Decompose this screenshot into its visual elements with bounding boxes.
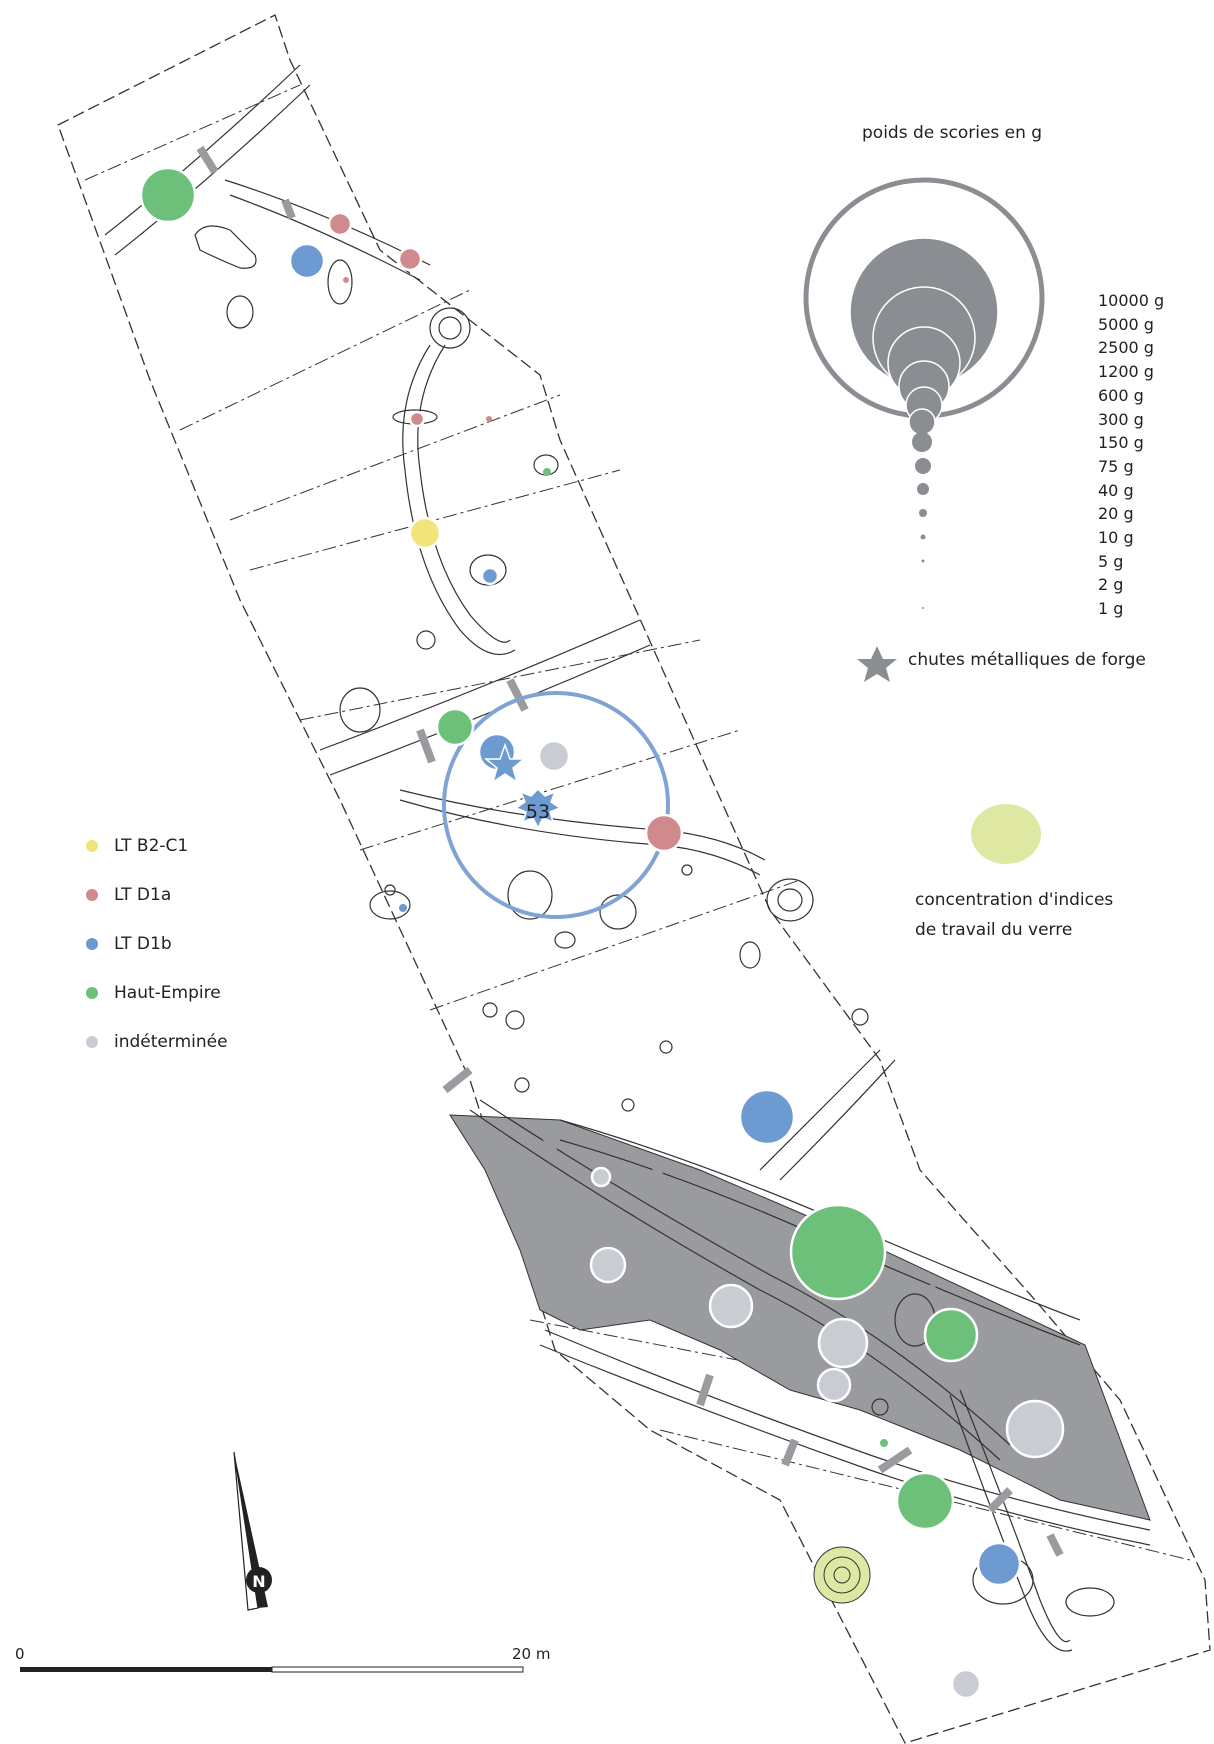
slag-marker-lt-d1a — [486, 416, 492, 422]
weight-legend-value: 5000 g — [1098, 314, 1154, 334]
slag-marker-haut-empire — [880, 1439, 888, 1447]
slag-marker-lt-d1a — [343, 277, 349, 283]
weight-legend-value: 75 g — [1098, 456, 1134, 476]
weight-legend-value: 40 g — [1098, 480, 1134, 500]
star-icon — [483, 742, 527, 784]
star-icon — [514, 787, 562, 830]
slag-marker-lt-b2-c1 — [408, 516, 442, 550]
slag-marker-indeterminee — [589, 1246, 627, 1284]
slag-marker-haut-empire — [923, 1307, 979, 1363]
slag-marker-lt-d1b — [288, 242, 326, 280]
excavation-boundary — [57, 14, 1211, 1744]
features — [194, 225, 1115, 1617]
slag-marker-lt-d1a — [408, 410, 426, 428]
slag-marker-indeterminee — [817, 1317, 869, 1369]
period-legend-lt-b2-c1: LT B2-C1 — [114, 836, 189, 856]
slag-marker-haut-empire — [789, 1203, 887, 1301]
period-legend-lt-d1a: LT D1a — [114, 885, 172, 905]
weight-legend-value: 600 g — [1098, 385, 1144, 405]
star-icon — [857, 646, 897, 682]
weight-legend-value: 1200 g — [1098, 362, 1154, 382]
shaded-zone — [449, 1114, 1151, 1521]
north-arrow-icon — [233, 1451, 272, 1611]
slag-marker-lt-d1b — [738, 1088, 796, 1146]
glass-working-zone — [813, 1546, 871, 1604]
period-legend-lt-d1b: LT D1b — [114, 934, 172, 954]
slag-marker-indeterminee — [590, 1166, 612, 1188]
highlight-ring — [442, 691, 670, 919]
scale-bar-start: 0 — [15, 1645, 25, 1663]
period-legend-dots — [86, 840, 98, 1048]
slag-marker-lt-d1b — [480, 566, 500, 586]
glass-legend-swatch — [971, 804, 1041, 864]
forge-markers — [483, 742, 562, 830]
slag-marker-indeterminee — [950, 1668, 982, 1700]
period-legend-haut-empire: Haut-Empire — [114, 983, 221, 1003]
north-arrow-label: N — [252, 1572, 265, 1591]
forge-legend-label: chutes métalliques de forge — [908, 650, 1146, 670]
slag-marker-indeterminee — [1005, 1399, 1065, 1459]
slag-marker-haut-empire — [435, 707, 475, 747]
weight-legend-value: 2 g — [1098, 575, 1124, 595]
slag-marker-lt-d1a — [397, 246, 423, 272]
weight-legend-value: 20 g — [1098, 504, 1134, 524]
weight-legend-circles — [803, 177, 1045, 609]
weight-legend-value: 2500 g — [1098, 338, 1154, 358]
slag-marker-lt-d1a — [327, 211, 353, 237]
scale-bar-end: 20 m — [512, 1645, 550, 1663]
slag-marker-haut-empire — [543, 468, 551, 476]
slag-marker-indeterminee — [816, 1367, 852, 1403]
glass-legend-line1: concentration d'indices — [915, 890, 1114, 910]
glass-legend-line2: de travail du verre — [915, 920, 1073, 940]
weight-legend-value: 10 g — [1098, 528, 1134, 547]
slag-marker-lt-d1b — [399, 904, 407, 912]
period-legend-indeterminee: indéterminée — [114, 1032, 228, 1052]
slag-marker-lt-d1a — [644, 813, 684, 853]
weight-legend-value: 10000 g — [1098, 291, 1165, 310]
section-markers — [196, 145, 1064, 1557]
scale-bar — [20, 1666, 524, 1673]
weight-legend-value: 300 g — [1098, 409, 1144, 429]
highlight-number: 53 — [526, 801, 550, 823]
slag-marker-haut-empire — [139, 166, 197, 224]
slag-marker-haut-empire — [895, 1471, 955, 1531]
weight-legend-title: poids de scories en g — [862, 123, 1043, 143]
weight-legend-value: 5 g — [1098, 551, 1124, 571]
slag-marker-lt-d1b — [976, 1541, 1022, 1587]
weight-legend-value: 150 g — [1098, 433, 1144, 453]
slag-markers — [139, 166, 1065, 1700]
slag-marker-indeterminee — [708, 1283, 754, 1329]
weight-legend-value: 1 g — [1098, 599, 1124, 619]
slag-marker-indeterminee — [537, 739, 571, 773]
